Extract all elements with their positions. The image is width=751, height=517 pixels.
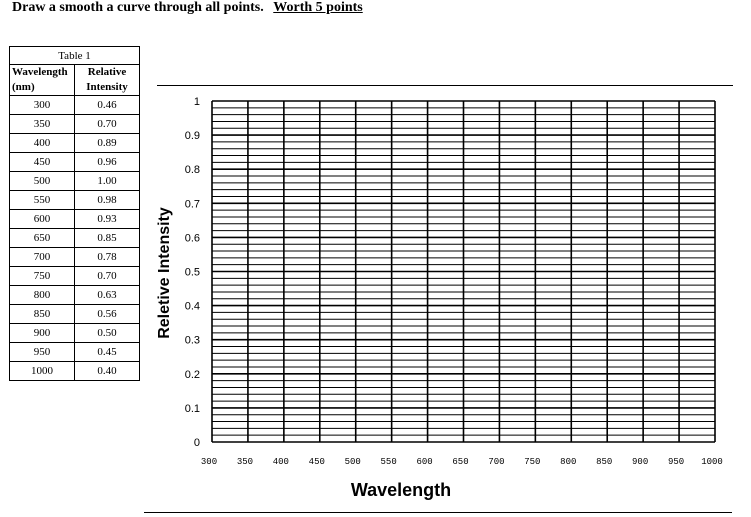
table-body: 300 0.46 350 0.70 400 0.89 450 0.96 500 1.00 550 0.…	[9, 95, 140, 381]
x-tick-label: 300	[201, 457, 217, 467]
x-tick-label: 950	[668, 457, 684, 467]
y-tick-label: 0.5	[185, 267, 200, 279]
x-tick-labels: 300 350 400 450 500 550 600 650 700 750 800 850 900 9…	[201, 457, 723, 467]
table-row: 1000 0.40	[9, 361, 140, 381]
header-wavelength: Wavelength (nm)	[9, 64, 75, 96]
cell-wavelength: 600	[9, 209, 75, 229]
bottom-rule	[144, 512, 732, 513]
x-tick-label: 400	[273, 457, 289, 467]
y-tick-label: 0.7	[185, 198, 200, 210]
table-row: 550 0.98	[9, 190, 140, 210]
table-row: 800 0.63	[9, 285, 140, 305]
instructions-text: Draw a smooth a curve through all points…	[12, 0, 264, 15]
x-tick-label: 500	[345, 457, 361, 467]
cell-intensity: 0.45	[74, 342, 140, 362]
table-row: 700 0.78	[9, 247, 140, 267]
cell-intensity: 0.96	[74, 152, 140, 172]
table-row: 450 0.96	[9, 152, 140, 172]
cell-intensity: 0.63	[74, 285, 140, 305]
x-tick-label: 650	[452, 457, 468, 467]
x-tick-label: 350	[237, 457, 253, 467]
x-axis-title: Wavelength	[351, 480, 451, 500]
y-tick-label: 0	[194, 437, 200, 449]
x-tick-label: 600	[416, 457, 432, 467]
table-row: 400 0.89	[9, 133, 140, 153]
y-tick-label: 0.6	[185, 232, 200, 244]
cell-intensity: 0.78	[74, 247, 140, 267]
cell-intensity: 0.85	[74, 228, 140, 248]
cell-intensity: 0.98	[74, 190, 140, 210]
y-tick-label: 0.2	[185, 369, 200, 381]
y-tick-label: 0.1	[185, 403, 200, 415]
cell-intensity: 0.70	[74, 114, 140, 134]
instructions: Draw a smooth a curve through all points…	[12, 0, 363, 16]
cell-intensity: 0.40	[74, 361, 140, 381]
x-tick-label: 550	[381, 457, 397, 467]
y-tick-label: 0.3	[185, 335, 200, 347]
x-tick-label: 700	[488, 457, 504, 467]
header-intensity-line1: Relative	[87, 66, 127, 78]
data-table: Table 1 Wavelength (nm) Relative Intensi…	[9, 46, 140, 381]
x-tick-label: 800	[560, 457, 576, 467]
y-axis-title: Reletive Intensity	[156, 207, 173, 339]
x-tick-label: 450	[309, 457, 325, 467]
x-tick-label: 750	[524, 457, 540, 467]
y-tick-labels: 0 0.1 0.2 0.3 0.4 0.5 0.6 0.7 0.8 0.9 1	[185, 96, 200, 449]
table-row: 650 0.85	[9, 228, 140, 248]
cell-wavelength: 550	[9, 190, 75, 210]
header-wavelength-line1: Wavelength	[12, 66, 68, 78]
y-tick-label: 0.4	[185, 301, 200, 313]
table-row: 600 0.93	[9, 209, 140, 229]
cell-wavelength: 950	[9, 342, 75, 362]
worth-points: Worth 5 points	[273, 0, 363, 15]
x-tick-label: 1000	[701, 457, 723, 467]
cell-wavelength: 650	[9, 228, 75, 248]
grid	[211, 100, 716, 443]
y-tick-label: 0.9	[185, 130, 200, 142]
y-tick-label: 1	[194, 96, 200, 108]
x-tick-label: 850	[596, 457, 612, 467]
y-tick-label: 0.8	[185, 164, 200, 176]
table-row: 950 0.45	[9, 342, 140, 362]
table-row: 500 1.00	[9, 171, 140, 191]
top-rule	[157, 85, 733, 86]
header-wavelength-line2: (nm)	[12, 81, 35, 93]
header-intensity-line2: Intensity	[86, 81, 128, 93]
x-tick-label: 900	[632, 457, 648, 467]
